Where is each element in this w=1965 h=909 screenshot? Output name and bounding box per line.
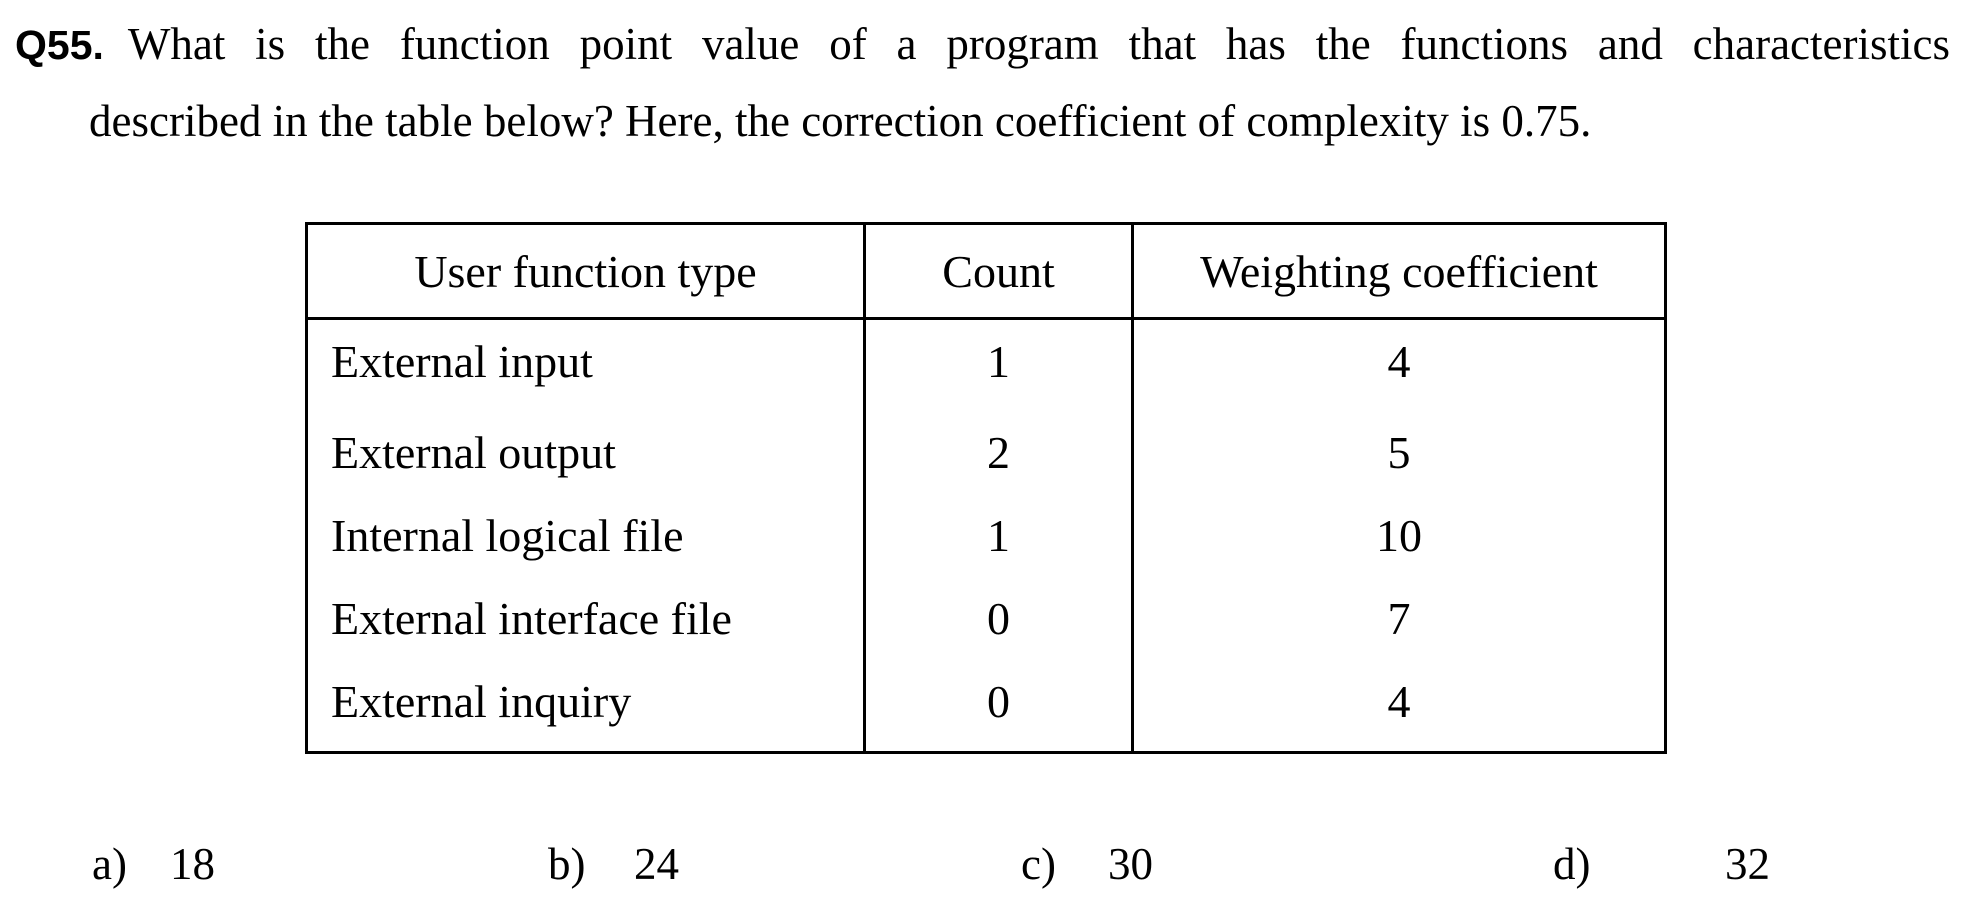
cell-count: 0 [864, 660, 1134, 753]
option-a[interactable]: a) 18 [92, 838, 215, 890]
cell-weight: 5 [1387, 427, 1411, 478]
cell-function-type: External output [306, 403, 866, 494]
cell-count: 1 [864, 318, 1134, 403]
table-row: External input 1 4 [306, 318, 1666, 403]
option-c[interactable]: c) 30 [1021, 838, 1153, 890]
cell-count: 1 [864, 494, 1134, 577]
cell-count: 2 [864, 403, 1134, 494]
question-block: Q55. What is the function point value of… [15, 6, 1950, 159]
option-b-value: 24 [634, 839, 679, 889]
cell-weight: 7 [1387, 593, 1411, 644]
table-row: Internal logical file 1 10 [306, 494, 1666, 577]
option-b-letter: b) [548, 839, 586, 889]
table-header-row: User function type Count Weighting coeff… [306, 223, 1666, 320]
option-c-letter: c) [1021, 839, 1056, 889]
option-a-letter: a) [92, 839, 127, 889]
header-count: Count [864, 223, 1134, 320]
question-number: Q55. [15, 22, 104, 68]
table-row: External inquiry 0 4 [306, 660, 1666, 753]
question-text-line-2: described in the table below? Here, the … [89, 96, 1592, 146]
table-row: External output 2 5 [306, 403, 1666, 494]
option-d[interactable]: d) 32 [1553, 838, 1770, 890]
cell-function-type: External interface file [306, 577, 866, 660]
cell-weight: 4 [1387, 336, 1411, 387]
answer-options: a) 18 b) 24 c) 30 d) 32 [0, 838, 1965, 898]
cell-function-type: Internal logical file [306, 494, 866, 577]
option-c-value: 30 [1108, 839, 1153, 889]
option-d-value: 32 [1725, 839, 1770, 889]
cell-weight: 10 [1376, 510, 1422, 561]
option-a-value: 18 [170, 839, 215, 889]
option-b[interactable]: b) 24 [548, 838, 679, 890]
header-weighting-coefficient: Weighting coefficient [1132, 223, 1666, 320]
cell-weight: 4 [1387, 676, 1411, 727]
function-point-table: User function type Count Weighting coeff… [305, 222, 1667, 754]
cell-function-type: External input [306, 318, 866, 403]
cell-function-type: External inquiry [306, 660, 866, 753]
table-row: External interface file 0 7 [306, 577, 1666, 660]
question-line-1: Q55. What is the function point value of… [15, 6, 1950, 83]
cell-count: 0 [864, 577, 1134, 660]
question-text-line-1: What is the function point value of a pr… [127, 19, 1950, 69]
option-d-letter: d) [1553, 839, 1591, 889]
header-user-function-type: User function type [306, 223, 866, 320]
